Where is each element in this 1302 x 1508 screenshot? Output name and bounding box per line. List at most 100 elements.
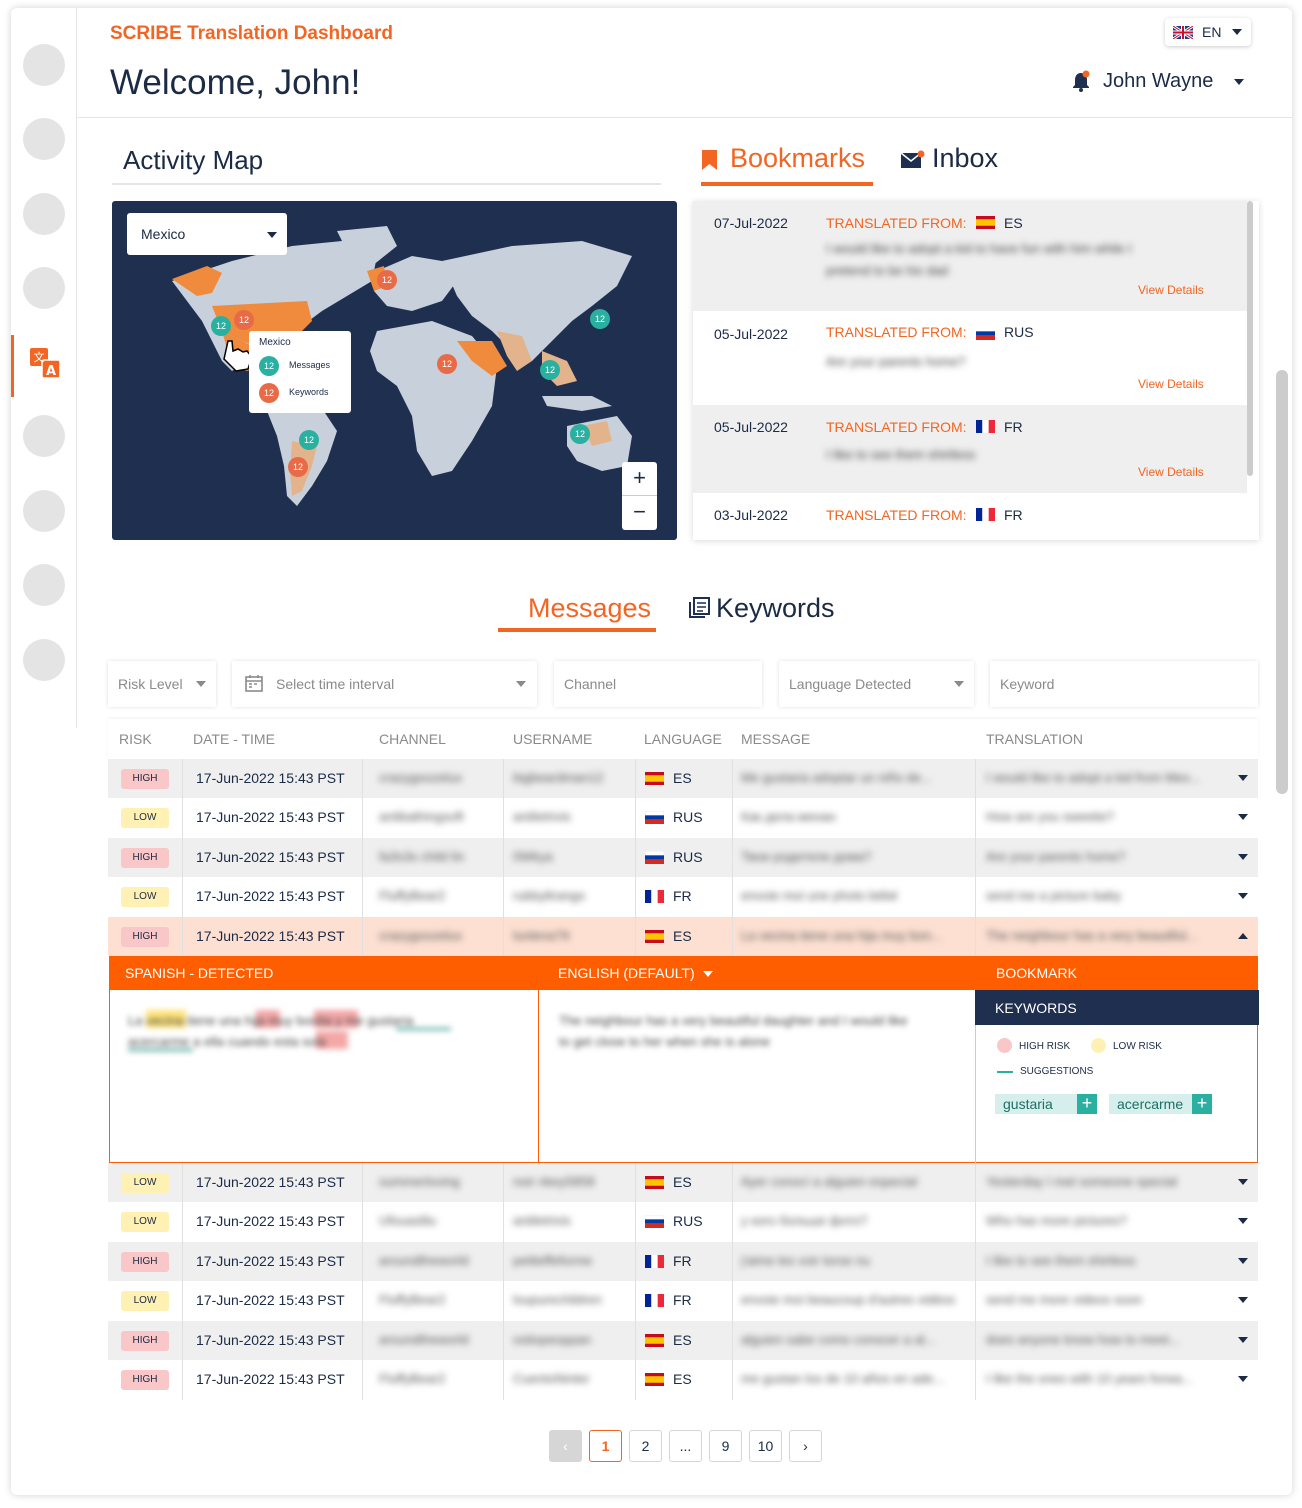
table-row[interactable]: LOW 17-Jun-2022 15:43 PST Ufouaslilu antile… — [108, 1202, 1258, 1242]
risk-badge: LOW — [121, 1212, 169, 1233]
chevron-down-icon[interactable] — [1238, 1336, 1248, 1343]
channel-filter[interactable]: Channel — [554, 661, 762, 707]
country-select[interactable]: Mexico — [127, 213, 287, 255]
table-row[interactable]: LOW 17-Jun-2022 15:43 PST FluffyBear2 loupu… — [108, 1281, 1258, 1321]
translation-line: to get close to her when she is alone — [559, 1034, 771, 1049]
tab-inbox[interactable]: Inbox — [900, 143, 1010, 189]
language-filter[interactable]: Language Detected — [779, 661, 974, 707]
tooltip-keywords-label: Keywords — [289, 387, 329, 397]
col-channel: CHANNEL — [379, 731, 446, 747]
chevron-down-icon[interactable] — [1238, 1218, 1248, 1225]
cell-channel: FluffyBear2 — [379, 1292, 446, 1308]
sidebar-item-7[interactable] — [23, 564, 65, 606]
map-marker[interactable] — [540, 360, 560, 380]
table-row[interactable]: HIGH 17-Jun-2022 15:43 PST fa3s3s child li… — [108, 837, 1258, 878]
table-row[interactable]: LOW 17-Jun-2022 15:43 PST antibathingsoft a… — [108, 798, 1258, 838]
list-icon — [689, 597, 710, 618]
chevron-up-icon[interactable] — [1238, 932, 1248, 939]
sidebar-item-4[interactable] — [23, 267, 65, 309]
chevron-down-icon[interactable] — [1238, 853, 1248, 860]
table-row[interactable]: HIGH 17-Jun-2022 15:43 PST crazygoozelux lu… — [108, 916, 1258, 957]
bookmarks-scrollbar[interactable] — [1247, 201, 1253, 476]
map-marker[interactable] — [299, 430, 319, 450]
chevron-down-icon[interactable] — [1238, 814, 1248, 821]
bookmark-item[interactable]: 07-Jul-2022 TRANSLATED FROM: ES I would … — [693, 201, 1247, 311]
sidebar: 文 A — [11, 8, 77, 728]
risk-level-filter[interactable]: Risk Level — [108, 661, 216, 707]
page-button[interactable]: 2 — [629, 1430, 662, 1462]
sidebar-item-8[interactable] — [23, 639, 65, 681]
suggestion-chip[interactable]: acercarme + — [1109, 1094, 1212, 1114]
table-row[interactable]: HIGH 17-Jun-2022 15:43 PST aroundtheworld o… — [108, 1320, 1258, 1361]
table-row[interactable]: LOW 17-Jun-2022 15:43 PST FluffyBear2 rubby… — [108, 877, 1258, 917]
divider — [635, 1281, 636, 1321]
zoom-in-button[interactable]: + — [622, 462, 657, 496]
chevron-down-icon[interactable] — [1238, 1297, 1248, 1304]
tab-messages[interactable]: Messages — [498, 593, 656, 635]
bookmark-item[interactable]: 03-Jul-2022 TRANSLATED FROM: FR — [693, 493, 1247, 540]
time-interval-filter[interactable]: Select time interval — [232, 661, 537, 707]
activity-map[interactable]: 12 12 12 12 12 12 12 12 12 Mexico Mexico… — [112, 201, 677, 540]
chevron-down-icon — [196, 681, 206, 687]
sidebar-item-1[interactable] — [23, 44, 65, 86]
view-details-link[interactable]: View Details — [1138, 283, 1204, 297]
suggestion-chip[interactable]: gustaria + — [995, 1094, 1097, 1114]
bookmark-item[interactable]: 05-Jul-2022 TRANSLATED FROM: RUS Are you… — [693, 311, 1247, 405]
bookmark-button[interactable]: BOOKMARK — [996, 965, 1077, 981]
add-suggestion-button[interactable]: + — [1077, 1094, 1097, 1114]
next-page-button[interactable]: › — [789, 1430, 822, 1462]
chevron-down-icon[interactable] — [1238, 775, 1248, 781]
map-marker[interactable] — [590, 309, 610, 329]
chevron-down-icon[interactable] — [1238, 1257, 1248, 1264]
map-marker[interactable] — [570, 424, 590, 444]
cell-translation: Yesterday I met someone special — [986, 1174, 1178, 1189]
map-marker[interactable] — [437, 354, 457, 374]
table-row[interactable]: HIGH 17-Jun-2022 15:43 PST aroundtheworld p… — [108, 1241, 1258, 1282]
cell-translation: I would like to adopt a kid from Mex... — [986, 770, 1201, 785]
zoom-out-button[interactable]: − — [633, 499, 646, 524]
risk-badge: LOW — [121, 1173, 169, 1193]
sidebar-item-5[interactable] — [23, 415, 65, 457]
divider — [503, 1241, 504, 1282]
cell-message: у кого больше фото? — [741, 1213, 868, 1229]
map-marker[interactable] — [211, 316, 231, 336]
spain-flag-icon — [645, 1333, 664, 1347]
language-selector[interactable]: EN — [1165, 18, 1251, 46]
view-details-link[interactable]: View Details — [1138, 377, 1204, 391]
table-row[interactable]: LOW 17-Jun-2022 15:43 PST summerloving noir… — [108, 1163, 1258, 1203]
sidebar-item-3[interactable] — [23, 193, 65, 235]
bookmark-item[interactable]: 05-Jul-2022 TRANSLATED FROM: FR I like t… — [693, 405, 1247, 493]
keywords-title: KEYWORDS — [995, 1000, 1077, 1016]
map-marker[interactable] — [234, 310, 254, 330]
risk-badge: LOW — [121, 887, 169, 908]
tab-bookmarks[interactable]: Bookmarks — [701, 143, 873, 189]
page-button[interactable]: 10 — [749, 1430, 782, 1462]
bookmark-source-label: TRANSLATED FROM: — [826, 215, 967, 231]
divider — [635, 1320, 636, 1361]
prev-page-button[interactable]: ‹ — [549, 1430, 582, 1462]
add-suggestion-button[interactable]: + — [1192, 1094, 1212, 1114]
keyword-filter[interactable]: Keyword — [990, 661, 1258, 707]
divider — [182, 798, 183, 838]
cell-date-time: 17-Jun-2022 15:43 PST — [196, 1292, 345, 1309]
map-marker[interactable] — [377, 270, 397, 290]
table-row[interactable]: HIGH 17-Jun-2022 15:43 PST crazygoozelux bi… — [108, 759, 1258, 799]
view-details-link[interactable]: View Details — [1138, 465, 1204, 479]
source-language-label: SPANISH - DETECTED — [125, 965, 274, 981]
sidebar-item-2[interactable] — [23, 118, 65, 160]
divider — [975, 798, 976, 838]
target-language-select[interactable]: ENGLISH (DEFAULT) — [558, 965, 695, 981]
chevron-down-icon[interactable] — [1238, 1179, 1248, 1185]
map-marker[interactable] — [288, 457, 308, 477]
table-row[interactable]: HIGH 17-Jun-2022 15:43 PST FluffyBear2 Cuen… — [108, 1360, 1258, 1400]
tab-keywords[interactable]: Keywords — [689, 593, 839, 635]
page-scrollbar[interactable] — [1276, 370, 1288, 794]
divider — [732, 759, 733, 799]
sidebar-item-translation[interactable]: 文 A — [11, 335, 77, 397]
tab-underline — [701, 182, 873, 186]
chevron-down-icon[interactable] — [1238, 1376, 1248, 1382]
chevron-down-icon[interactable] — [1238, 893, 1248, 900]
page-button[interactable]: 9 — [709, 1430, 742, 1462]
sidebar-item-6[interactable] — [23, 490, 65, 532]
page-button[interactable]: 1 — [589, 1430, 622, 1462]
